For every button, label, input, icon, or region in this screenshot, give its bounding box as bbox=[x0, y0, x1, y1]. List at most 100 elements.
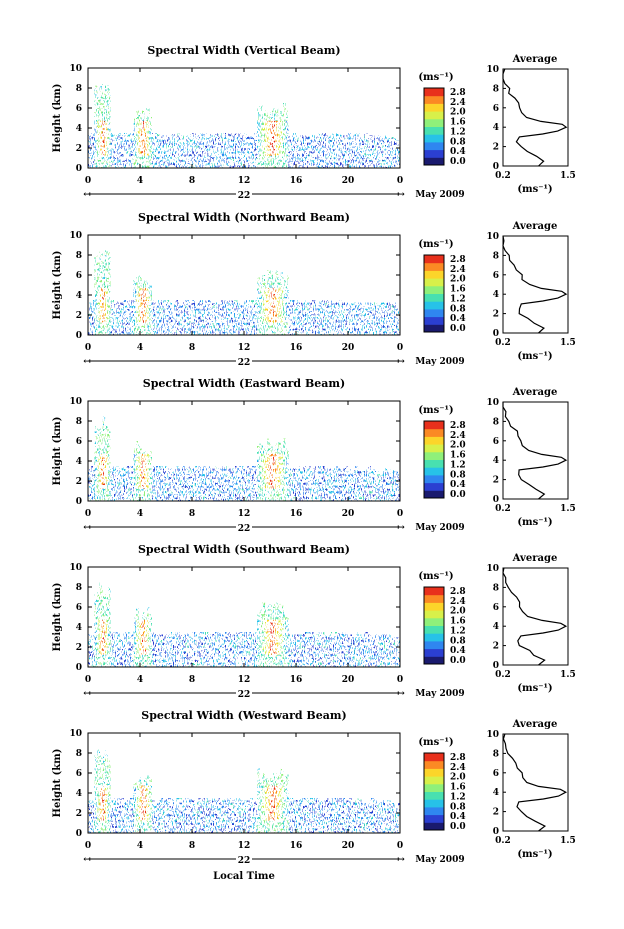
heatmap-cell bbox=[227, 471, 232, 474]
heatmap-cell bbox=[377, 163, 381, 166]
heatmap-cell bbox=[104, 272, 108, 276]
heatmap-cell bbox=[341, 327, 346, 331]
heatmap-cell bbox=[244, 471, 248, 474]
heatmap-cell bbox=[227, 300, 232, 303]
heatmap-cell bbox=[253, 312, 258, 316]
heatmap-cell bbox=[283, 163, 286, 166]
heatmap-cell bbox=[351, 310, 355, 313]
heatmap-cell bbox=[146, 155, 150, 159]
heatmap-cell bbox=[102, 143, 106, 146]
y-tick-label: 4 bbox=[76, 124, 82, 134]
heatmap-cell bbox=[240, 138, 245, 141]
heatmap-cell bbox=[393, 158, 398, 161]
heatmap-cell bbox=[214, 160, 219, 164]
heatmap-cell bbox=[156, 307, 160, 311]
heatmap-cell bbox=[312, 300, 316, 303]
heatmap-cell bbox=[364, 315, 368, 318]
heatmap-cell bbox=[130, 317, 134, 321]
heatmap-cell bbox=[127, 332, 131, 336]
heatmap-cell bbox=[344, 155, 349, 159]
heatmap-cell bbox=[335, 155, 339, 159]
heatmap-cell bbox=[102, 320, 106, 323]
heatmap-cell bbox=[224, 165, 229, 169]
heatmap-cell bbox=[354, 165, 359, 169]
heatmap-cell bbox=[331, 165, 336, 169]
heatmap-cell bbox=[272, 150, 276, 154]
heatmap-cell bbox=[250, 148, 255, 151]
heatmap-cell bbox=[149, 153, 152, 156]
colorbar-swatch bbox=[424, 255, 444, 264]
heatmap-cell bbox=[110, 317, 115, 321]
heatmap-cell bbox=[364, 145, 368, 149]
heatmap-cell bbox=[195, 315, 199, 318]
heatmap-cell bbox=[331, 310, 336, 313]
heatmap-cell bbox=[195, 483, 199, 487]
heatmap-cell bbox=[250, 330, 255, 333]
heatmap-cell bbox=[91, 315, 95, 318]
heatmap-cell bbox=[143, 290, 147, 293]
heatmap-cell bbox=[169, 153, 173, 156]
heatmap-cell bbox=[344, 317, 349, 321]
heatmap-cell bbox=[214, 148, 219, 151]
heatmap-cell bbox=[312, 153, 316, 156]
heatmap-cell bbox=[267, 270, 271, 273]
heatmap-cell bbox=[322, 143, 326, 146]
heatmap-cell bbox=[123, 312, 128, 316]
heatmap-cell bbox=[130, 302, 134, 306]
heatmap-cell bbox=[264, 292, 268, 296]
heatmap-cell bbox=[292, 135, 297, 139]
heatmap-cell bbox=[97, 295, 100, 298]
heatmap-cell bbox=[393, 327, 398, 331]
heatmap-cell bbox=[97, 265, 100, 268]
heatmap-cell bbox=[250, 320, 255, 323]
heatmap-cell bbox=[309, 478, 313, 482]
heatmap-cell bbox=[91, 133, 95, 136]
heatmap-cell bbox=[305, 322, 310, 326]
heatmap-cell bbox=[377, 312, 381, 316]
heatmap-cell bbox=[102, 123, 106, 126]
heatmap-cell bbox=[205, 468, 209, 472]
heatmap-cell bbox=[361, 312, 365, 316]
panels-group: Spectral Width (Vertical Beam)0246810Hei… bbox=[52, 44, 576, 866]
heatmap-cell bbox=[104, 297, 108, 301]
heatmap-cell bbox=[257, 148, 260, 151]
heatmap-cell bbox=[285, 290, 289, 293]
heatmap-cell bbox=[149, 285, 152, 288]
heatmap-cell bbox=[357, 143, 362, 146]
heatmap-cell bbox=[192, 133, 196, 136]
heatmap-cell bbox=[277, 305, 281, 308]
heatmap-cell bbox=[364, 317, 368, 321]
heatmap-cell bbox=[133, 153, 137, 156]
heatmap-cell bbox=[390, 327, 394, 331]
day-end-marker: ↦ bbox=[397, 190, 405, 200]
heatmap-cell bbox=[221, 325, 225, 328]
heatmap-cell bbox=[285, 133, 289, 136]
heatmap-cell bbox=[182, 327, 186, 331]
heatmap-cell bbox=[198, 300, 203, 303]
heatmap-cell bbox=[102, 160, 106, 164]
heatmap-cell bbox=[280, 300, 284, 303]
heatmap-cell bbox=[259, 138, 263, 141]
heatmap-cell bbox=[328, 332, 333, 336]
heatmap-cell bbox=[262, 305, 266, 308]
heatmap-cell bbox=[107, 295, 111, 298]
heatmap-cell bbox=[396, 163, 401, 166]
heatmap-cell bbox=[328, 320, 333, 323]
heatmap-cell bbox=[338, 320, 342, 323]
heatmap-cell bbox=[351, 332, 355, 336]
heatmap-cell bbox=[250, 143, 255, 146]
heatmap-cell bbox=[166, 493, 170, 497]
heatmap-cell bbox=[357, 133, 362, 136]
heatmap-cell bbox=[262, 275, 266, 278]
heatmap-cell bbox=[120, 305, 125, 308]
heatmap-cell bbox=[146, 120, 150, 124]
heatmap-cell bbox=[120, 133, 125, 136]
heatmap-cell bbox=[396, 332, 401, 336]
heatmap-cell bbox=[104, 250, 108, 253]
heatmap-cell bbox=[99, 307, 103, 311]
heatmap-cell bbox=[364, 310, 368, 313]
heatmap-cell bbox=[179, 471, 183, 474]
heatmap-cell bbox=[299, 135, 303, 139]
heatmap-cell bbox=[338, 312, 342, 316]
heatmap-cell bbox=[292, 145, 297, 149]
